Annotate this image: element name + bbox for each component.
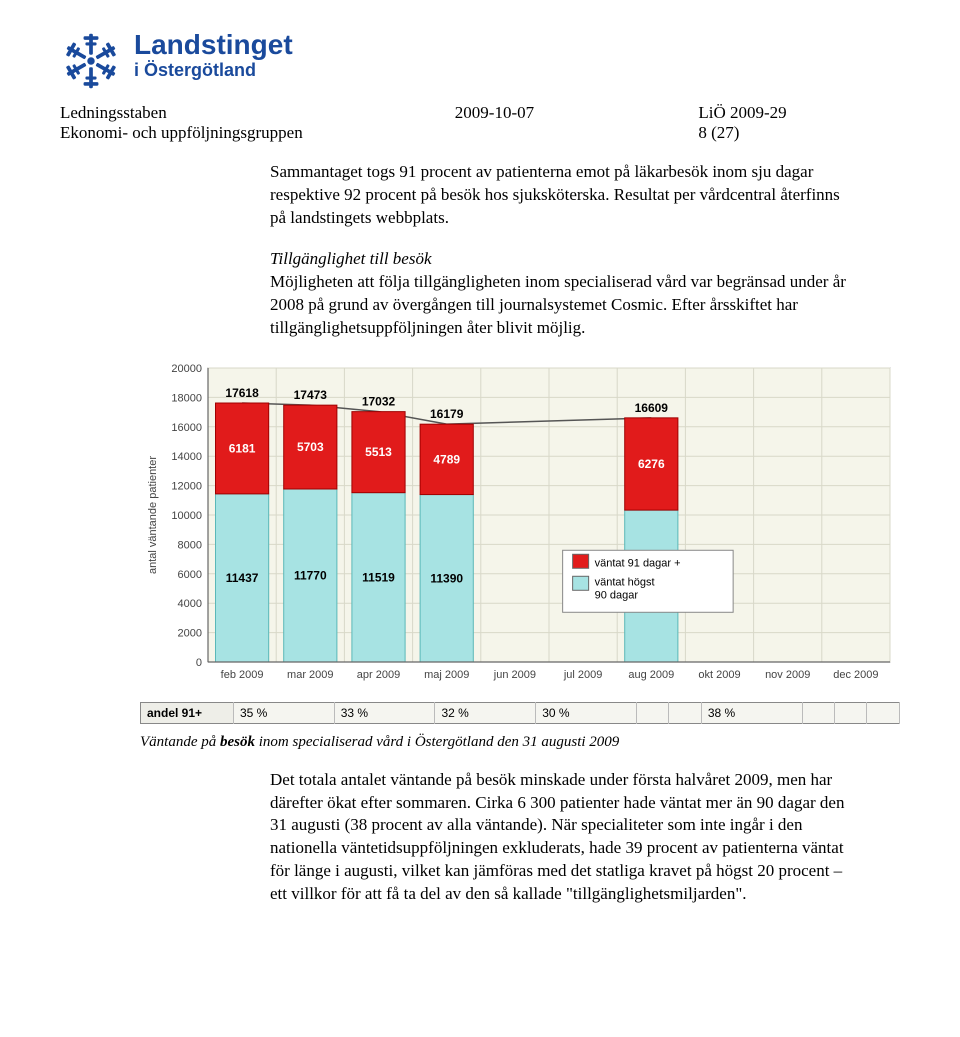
andel-value-cell	[669, 702, 701, 723]
svg-text:väntat högst: väntat högst	[595, 576, 655, 588]
andel-table: andel 91+35 %33 %32 %30 % 38 %	[140, 702, 900, 724]
svg-text:4000: 4000	[178, 598, 202, 610]
andel-value-cell	[834, 702, 866, 723]
dept-line-1: Ledningsstaben	[60, 103, 413, 123]
svg-text:8000: 8000	[178, 539, 202, 551]
meta-row-1: Ledningsstaben 2009-10-07 LiÖ 2009-29	[60, 103, 900, 123]
svg-text:90 dagar: 90 dagar	[595, 589, 639, 601]
andel-value-cell	[867, 702, 900, 723]
andel-value-cell	[636, 702, 668, 723]
andel-value-cell: 38 %	[701, 702, 802, 723]
svg-text:6000: 6000	[178, 568, 202, 580]
svg-text:aug 2009: aug 2009	[628, 669, 674, 681]
svg-text:5513: 5513	[365, 445, 392, 459]
svg-text:6181: 6181	[229, 441, 256, 455]
svg-text:6276: 6276	[638, 457, 665, 471]
snowflake-logo-icon	[60, 30, 122, 92]
svg-text:11437: 11437	[226, 571, 259, 585]
andel-value-cell: 30 %	[536, 702, 637, 723]
caption-post: inom specialiserad vård i Östergötland d…	[255, 734, 619, 750]
svg-text:17618: 17618	[225, 386, 259, 400]
svg-text:5703: 5703	[297, 440, 324, 454]
svg-text:16000: 16000	[171, 421, 202, 433]
org-logo	[60, 30, 122, 97]
svg-text:apr 2009: apr 2009	[357, 669, 400, 681]
svg-text:16179: 16179	[430, 407, 464, 421]
svg-text:feb 2009: feb 2009	[221, 669, 264, 681]
chart-container: 0 2000 4000 6000 8000 10000 12000 14000 16000 180…	[140, 358, 900, 698]
svg-text:14000: 14000	[171, 451, 202, 463]
svg-text:jul 2009: jul 2009	[563, 669, 603, 681]
svg-text:17473: 17473	[294, 388, 328, 402]
svg-text:11770: 11770	[294, 568, 327, 582]
caption-bold: besök	[220, 734, 255, 750]
svg-text:4789: 4789	[433, 452, 460, 466]
body-content: Sammantaget togs 91 procent av patienter…	[270, 161, 860, 340]
svg-text:18000: 18000	[171, 392, 202, 404]
paragraph-1: Sammantaget togs 91 procent av patienter…	[270, 161, 860, 230]
section-heading-italic: Tillgänglighet till besök	[270, 249, 432, 268]
svg-text:dec 2009: dec 2009	[833, 669, 878, 681]
org-name: Landstinget i Östergötland	[134, 30, 293, 80]
svg-text:okt 2009: okt 2009	[698, 669, 740, 681]
svg-text:väntat 91 dagar +: väntat 91 dagar +	[595, 557, 681, 569]
paragraph-2-body: Möjligheten att följa tillgängligheten i…	[270, 272, 846, 337]
svg-text:antal väntande patienter: antal väntande patienter	[147, 455, 159, 573]
svg-text:maj 2009: maj 2009	[424, 669, 469, 681]
svg-text:mar 2009: mar 2009	[287, 669, 333, 681]
svg-text:12000: 12000	[171, 480, 202, 492]
andel-row: andel 91+35 %33 %32 %30 % 38 %	[141, 702, 900, 723]
paragraph-2: Tillgänglighet till besök Möjligheten at…	[270, 248, 860, 340]
svg-text:2000: 2000	[178, 627, 202, 639]
org-name-line2: i Östergötland	[134, 61, 293, 80]
doc-ref: LiÖ 2009-29	[698, 103, 900, 123]
andel-value-cell: 32 %	[435, 702, 536, 723]
svg-text:10000: 10000	[171, 510, 202, 522]
meta-row-2: Ekonomi- och uppföljningsgruppen 8 (27)	[60, 123, 900, 143]
svg-text:nov 2009: nov 2009	[765, 669, 810, 681]
dept-line-2: Ekonomi- och uppföljningsgruppen	[60, 123, 413, 143]
svg-text:16609: 16609	[635, 400, 669, 414]
caption-pre: Väntande på	[140, 734, 220, 750]
doc-page-num: 8 (27)	[698, 123, 900, 143]
andel-value-cell: 35 %	[234, 702, 335, 723]
doc-date: 2009-10-07	[455, 103, 657, 123]
svg-text:11519: 11519	[362, 570, 395, 584]
stacked-bar-chart: 0 2000 4000 6000 8000 10000 12000 14000 16000 180…	[140, 358, 900, 698]
svg-text:20000: 20000	[171, 363, 202, 375]
paragraph-3: Det totala antalet väntande på besök min…	[270, 769, 860, 907]
doc-header: Landstinget i Östergötland	[60, 30, 900, 97]
svg-text:17032: 17032	[362, 394, 396, 408]
chart-caption: Väntande på besök inom specialiserad vår…	[140, 734, 900, 751]
body-content-2: Det totala antalet väntande på besök min…	[270, 769, 860, 907]
andel-value-cell: 33 %	[334, 702, 435, 723]
document-page: Landstinget i Östergötland Ledningsstabe…	[0, 0, 960, 964]
svg-text:jun 2009: jun 2009	[493, 669, 536, 681]
andel-label-cell: andel 91+	[141, 702, 234, 723]
andel-value-cell	[802, 702, 834, 723]
svg-text:0: 0	[196, 657, 202, 669]
svg-text:11390: 11390	[430, 571, 463, 585]
org-name-line1: Landstinget	[134, 30, 293, 59]
